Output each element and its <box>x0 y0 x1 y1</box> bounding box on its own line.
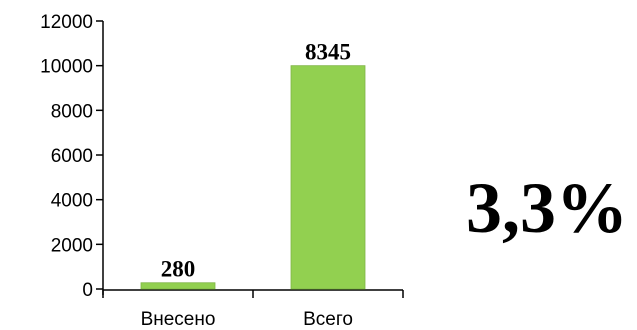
y-tick-label: 2000 <box>51 235 93 256</box>
data-label: 8345 <box>305 40 351 65</box>
y-tick-label: 10000 <box>40 57 93 78</box>
y-tick-label: 0 <box>82 280 93 301</box>
y-tick-label: 8000 <box>51 101 93 122</box>
chart-axes: 0 2000 4000 6000 8000 10000 12000 <box>40 12 404 301</box>
chart-bars <box>140 65 366 290</box>
data-label: 280 <box>161 257 196 282</box>
x-category-label: Всего <box>303 309 353 330</box>
y-tick-label: 6000 <box>51 146 93 167</box>
chart-labels: 280 Внесено 8345 Всего <box>141 40 353 330</box>
y-tick-label: 4000 <box>51 191 93 212</box>
x-category-label: Внесено <box>141 309 216 330</box>
bar <box>140 282 216 290</box>
y-tick-label: 12000 <box>40 12 93 33</box>
bar <box>290 65 366 290</box>
percentage-annotation: 3,3% <box>466 168 628 248</box>
